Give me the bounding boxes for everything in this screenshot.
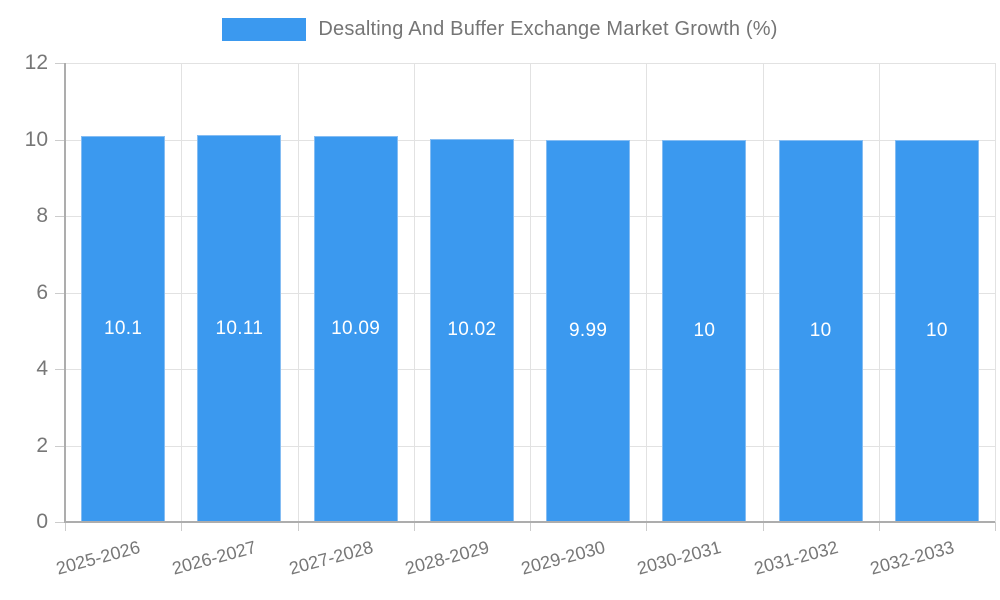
x-axis-tick xyxy=(762,522,764,531)
x-axis-tick xyxy=(65,522,66,531)
y-axis-label: 6 xyxy=(36,280,48,304)
gridline-vertical xyxy=(413,63,415,522)
x-axis-label: 2028-2029 xyxy=(402,537,492,579)
bar[interactable]: 10.11 xyxy=(197,135,282,522)
bar[interactable]: 10 xyxy=(662,139,747,522)
bar-value-label: 10.09 xyxy=(331,318,381,340)
bar[interactable]: 10 xyxy=(894,139,979,522)
bar[interactable]: 10.02 xyxy=(429,138,514,522)
y-axis-tick xyxy=(55,292,65,294)
gridline-vertical xyxy=(297,63,299,522)
y-axis-line xyxy=(64,63,66,523)
x-axis-label: 2026-2027 xyxy=(170,537,259,579)
x-axis-tick xyxy=(413,522,415,531)
x-axis-line xyxy=(64,521,995,523)
y-axis-tick xyxy=(55,445,65,447)
x-axis-tick xyxy=(297,522,299,531)
bar-value-label: 9.99 xyxy=(569,319,608,341)
gridline-vertical xyxy=(530,63,531,522)
x-axis-label: 2032-2033 xyxy=(867,537,957,579)
x-axis-tick xyxy=(995,522,996,531)
gridline-vertical xyxy=(646,63,648,522)
bar[interactable]: 10.1 xyxy=(81,135,166,522)
chart-title: Desalting And Buffer Exchange Market Gro… xyxy=(318,18,778,40)
y-axis-tick xyxy=(55,63,65,64)
x-axis-label: 2025-2026 xyxy=(53,537,143,579)
gridline-vertical xyxy=(878,63,880,522)
legend[interactable]: Desalting And Buffer Exchange Market Gro… xyxy=(0,18,1000,41)
gridline-vertical xyxy=(181,63,183,522)
bar-value-label: 10 xyxy=(926,319,948,341)
bar[interactable]: 10 xyxy=(778,139,863,522)
bar[interactable]: 9.99 xyxy=(546,139,631,522)
y-axis-tick xyxy=(55,369,65,370)
y-axis-label: 0 xyxy=(36,510,48,533)
y-axis-label: 4 xyxy=(36,357,48,380)
bar-value-label: 10 xyxy=(693,319,716,341)
legend-swatch[interactable] xyxy=(222,18,307,41)
x-axis-tick xyxy=(878,522,880,531)
y-axis-label: 10 xyxy=(24,127,48,151)
bar-value-label: 10.1 xyxy=(104,317,143,339)
x-axis-tick xyxy=(530,522,531,531)
y-axis-label: 2 xyxy=(36,433,48,457)
y-axis-tick xyxy=(55,522,65,523)
x-axis-label: 2029-2030 xyxy=(518,537,608,579)
x-axis-tick xyxy=(646,522,648,531)
bar[interactable]: 10.09 xyxy=(313,136,398,522)
x-axis-tick xyxy=(181,522,183,531)
gridline-vertical xyxy=(995,63,996,522)
bar-value-label: 10 xyxy=(809,319,832,341)
bar-value-label: 10.11 xyxy=(215,317,264,339)
gridline-vertical xyxy=(762,63,764,522)
x-axis-label: 2030-2031 xyxy=(635,537,724,579)
y-axis-label: 8 xyxy=(36,204,48,227)
x-axis-label: 2031-2032 xyxy=(751,537,840,579)
y-axis-tick xyxy=(55,216,65,217)
x-axis-label: 2027-2028 xyxy=(286,537,375,579)
bar-value-label: 10.02 xyxy=(447,319,497,341)
y-axis-tick xyxy=(55,139,65,141)
y-axis-label: 12 xyxy=(24,51,48,74)
